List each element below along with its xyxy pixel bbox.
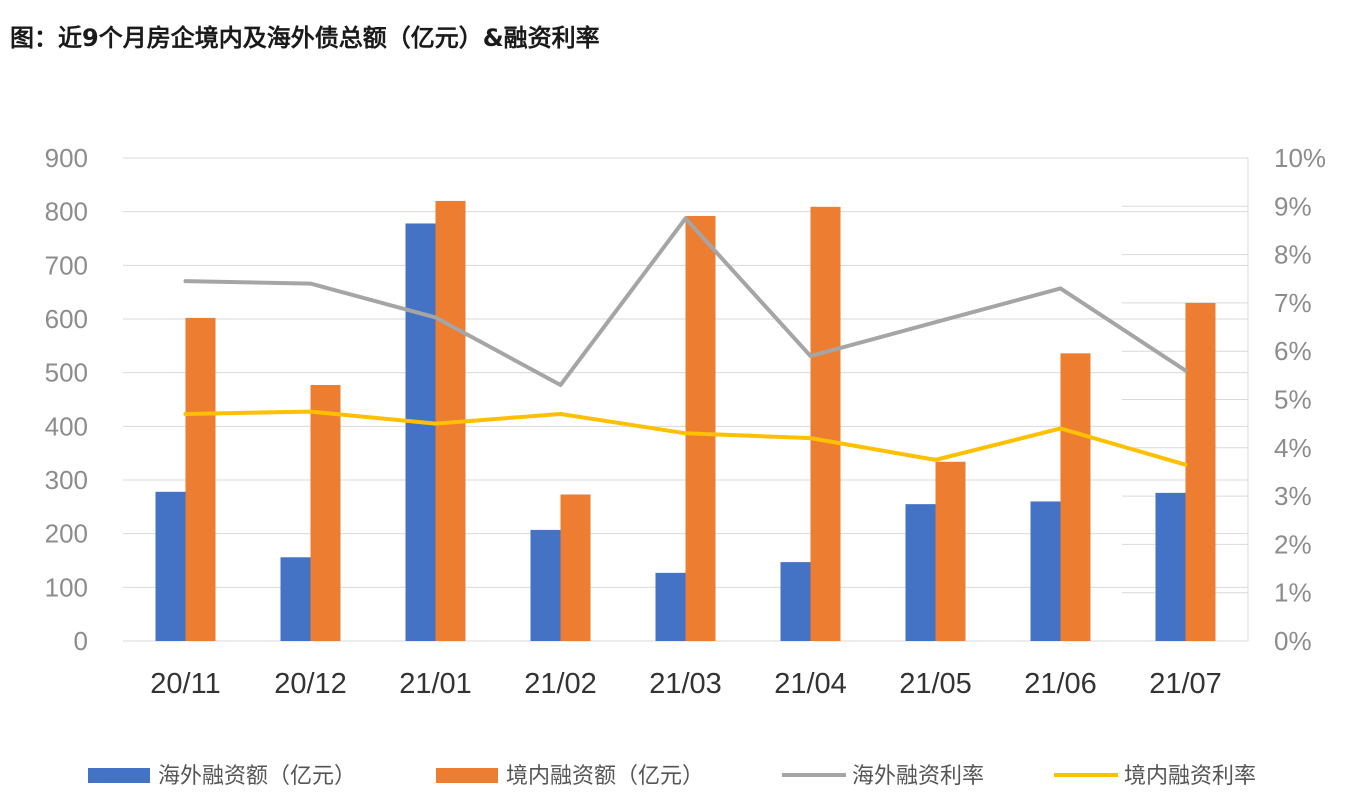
y-right-tick-label: 0% — [1274, 626, 1312, 656]
y-left-tick-label: 200 — [45, 519, 88, 549]
line-domestic-rate — [183, 409, 1188, 467]
y-right-tick-label: 5% — [1274, 385, 1312, 415]
rate-lines — [183, 216, 1188, 467]
y-right-tick-label: 7% — [1274, 288, 1312, 318]
y-right-tick-label: 8% — [1274, 240, 1312, 270]
bar-overseas-amount — [155, 491, 186, 641]
x-tick-label: 20/12 — [274, 668, 347, 700]
y-right-tick-label: 9% — [1274, 191, 1312, 221]
bar-domestic-amount — [685, 215, 716, 641]
x-tick-label: 21/03 — [649, 668, 722, 700]
bar-overseas-amount — [905, 504, 936, 641]
y-left-tick-label: 700 — [45, 250, 88, 280]
line-overseas-rate — [183, 216, 1188, 388]
x-axis-ticks: 20/11 20/12 21/01 21/02 21/03 21/04 21/05 21/06… — [150, 668, 1222, 700]
x-tick-label: 21/07 — [1149, 668, 1222, 700]
y-left-tick-label: 600 — [45, 304, 88, 334]
legend-swatch — [88, 768, 150, 783]
bar-domestic-amount — [185, 317, 216, 641]
legend-label: 境内融资利率 — [1124, 764, 1256, 789]
legend-label: 海外融资利率 — [852, 764, 984, 789]
bar-domestic-amount — [560, 494, 591, 641]
bar-domestic-amount — [1060, 353, 1091, 641]
bar-domestic-amount — [810, 206, 841, 641]
y-right-tick-label: 6% — [1274, 336, 1312, 366]
bar-overseas-amount — [405, 223, 436, 641]
bars — [155, 200, 1216, 641]
bar-domestic-amount — [935, 461, 966, 641]
y-left-tick-label: 900 — [45, 143, 88, 173]
legend: 海外融资额（亿元） 境内融资额（亿元） 海外融资利率 境内融资利率 — [88, 764, 1256, 789]
y-left-tick-label: 0 — [74, 626, 88, 656]
y-right-tick-label: 3% — [1274, 481, 1312, 511]
bar-overseas-amount — [655, 572, 686, 641]
y-right-tick-label: 1% — [1274, 578, 1312, 608]
x-tick-label: 20/11 — [150, 668, 220, 700]
y-left-tick-label: 400 — [45, 411, 88, 441]
x-tick-label: 21/02 — [524, 668, 597, 700]
bar-overseas-amount — [280, 557, 311, 641]
legend-swatch — [436, 768, 498, 783]
y-right-tick-label: 4% — [1274, 433, 1312, 463]
right-axis-ticks: 0% 1% 2% 3% 4% 5% 6% 7% 8% 9% 10% — [1274, 143, 1326, 656]
y-left-tick-label: 500 — [45, 358, 88, 388]
y-right-tick-label: 2% — [1274, 529, 1312, 559]
y-left-tick-label: 300 — [45, 465, 88, 495]
chart-title: 图：近9个月房企境内及海外债总额（亿元）&融资利率 — [10, 24, 600, 52]
legend-label: 境内融资额（亿元） — [506, 764, 704, 789]
bar-domestic-amount — [310, 385, 341, 641]
x-tick-label: 21/06 — [1024, 668, 1097, 700]
bar-domestic-amount — [1185, 302, 1216, 641]
left-axis-ticks: 0 100 200 300 400 500 600 700 800 900 — [45, 143, 88, 656]
y-left-tick-label: 100 — [45, 572, 88, 602]
x-tick-label: 21/04 — [774, 668, 847, 700]
y-left-tick-label: 800 — [45, 197, 88, 227]
y-right-tick-label: 10% — [1274, 143, 1326, 173]
legend-label: 海外融资额（亿元） — [158, 764, 356, 789]
bar-overseas-amount — [780, 562, 811, 641]
bar-overseas-amount — [1155, 492, 1186, 641]
x-tick-label: 21/01 — [399, 668, 472, 700]
x-tick-label: 21/05 — [899, 668, 972, 700]
bar-overseas-amount — [1030, 501, 1061, 641]
bar-overseas-amount — [530, 529, 561, 641]
